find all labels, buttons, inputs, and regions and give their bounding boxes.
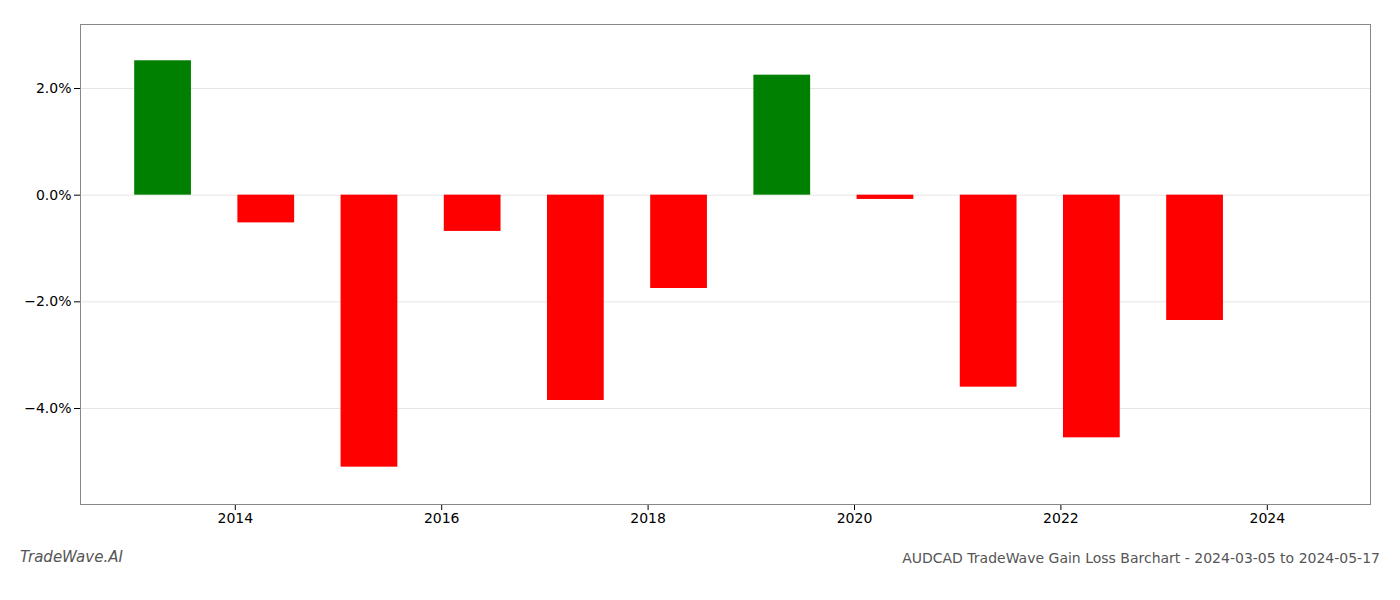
svg-text:0.0%: 0.0% xyxy=(36,187,72,203)
svg-text:2020: 2020 xyxy=(837,510,873,526)
html-text:TradeWave.AI: TradeWave.AI xyxy=(20,548,123,566)
svg-text:2.0%: 2.0% xyxy=(36,80,72,96)
svg-text:2024: 2024 xyxy=(1249,510,1285,526)
svg-text:−2.0%: −2.0% xyxy=(24,293,71,309)
svg-text:−4.0%: −4.0% xyxy=(24,400,71,416)
html-text:AUDCAD TradeWave Gain Loss Bar: AUDCAD TradeWave Gain Loss Barchart - 20… xyxy=(902,550,1380,566)
svg-text:2022: 2022 xyxy=(1043,510,1079,526)
svg-text:2016: 2016 xyxy=(424,510,460,526)
svg-text:2018: 2018 xyxy=(630,510,666,526)
svg-text:2014: 2014 xyxy=(217,510,253,526)
